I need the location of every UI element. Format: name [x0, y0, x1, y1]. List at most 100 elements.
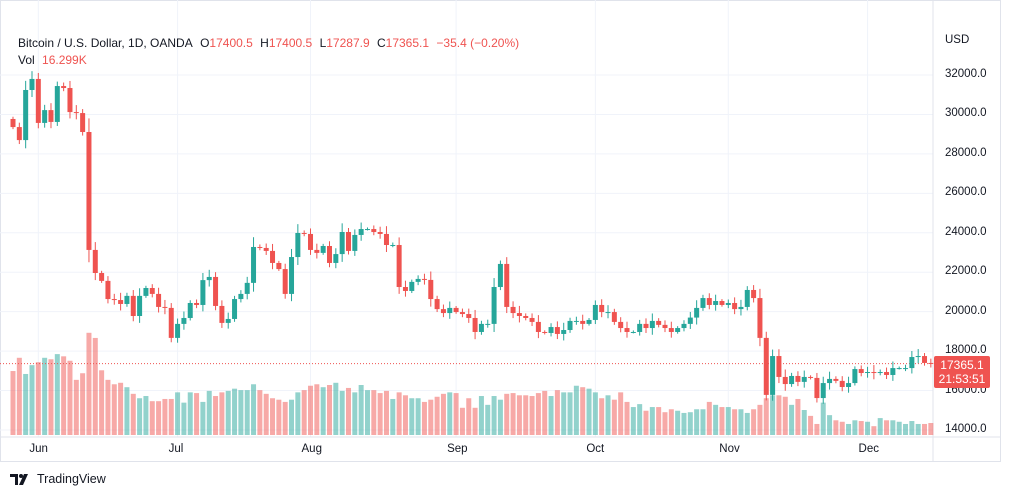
- y-tick-label: 18000.0: [945, 344, 987, 357]
- candle-body: [694, 307, 700, 318]
- volume-bar: [548, 396, 554, 435]
- candle-body: [738, 306, 744, 310]
- volume-bar: [251, 384, 257, 435]
- volume-bar: [327, 385, 332, 435]
- y-tick-label: 26000.0: [945, 186, 987, 199]
- x-tick-label: Nov: [719, 443, 740, 455]
- candle-body: [662, 324, 668, 329]
- volume-bar: [194, 393, 200, 435]
- candle-body: [884, 372, 890, 375]
- volume-bar: [377, 393, 383, 435]
- candle-body: [896, 368, 902, 370]
- candle-body: [149, 288, 155, 294]
- candle-body: [599, 304, 605, 313]
- volume-bar: [795, 398, 801, 435]
- volume-bar: [738, 409, 744, 435]
- candle-body: [852, 369, 858, 384]
- candle-body: [402, 287, 408, 291]
- volume-bar: [789, 404, 795, 435]
- candle-body: [542, 331, 548, 333]
- candle-body: [504, 263, 510, 307]
- candle-body: [732, 302, 738, 310]
- volume-bar: [896, 421, 902, 435]
- candle-body: [491, 287, 497, 324]
- volume-bar: [884, 420, 890, 435]
- volume-bar: [542, 390, 548, 435]
- candle-body: [554, 327, 560, 334]
- candle-body: [877, 372, 883, 374]
- candle-body: [789, 375, 795, 385]
- volume-bar: [453, 393, 459, 435]
- volume-bar: [118, 382, 124, 435]
- candle-body: [523, 316, 529, 318]
- tradingview-logo[interactable]: TradingView: [10, 472, 106, 486]
- candle-body: [909, 357, 915, 369]
- volume-bar: [383, 390, 389, 435]
- volume-bar: [637, 404, 643, 435]
- open-value: 17400.5: [209, 36, 253, 50]
- volume-bar: [447, 392, 453, 435]
- candle-body: [232, 299, 238, 319]
- volume-bar: [308, 385, 314, 435]
- candle-body: [466, 314, 472, 318]
- volume-bar: [168, 398, 174, 435]
- open-label: O: [200, 36, 210, 50]
- candle-body: [637, 323, 643, 332]
- candle-body: [73, 112, 79, 114]
- candle-body: [181, 317, 187, 324]
- candle-body: [301, 232, 307, 234]
- volume-bar: [782, 396, 788, 435]
- volume-bar: [858, 421, 864, 435]
- volume-bar: [706, 401, 712, 435]
- candle-body: [865, 372, 871, 374]
- candle-body: [573, 320, 579, 322]
- candle-body: [485, 323, 491, 325]
- volume-bar: [371, 390, 377, 435]
- candle-body: [289, 257, 295, 294]
- volume-bar: [156, 401, 162, 435]
- candle-body: [333, 254, 339, 263]
- y-tick-label: 22000.0: [945, 265, 987, 278]
- high-value: 17400.5: [268, 36, 313, 50]
- volume-bar: [535, 393, 541, 435]
- volume-bar: [206, 390, 212, 435]
- candle-body: [725, 302, 731, 305]
- candle-body: [61, 86, 67, 89]
- volume-bar: [485, 404, 491, 435]
- volume-bar: [358, 385, 364, 435]
- currency-label[interactable]: USD: [945, 34, 970, 46]
- volume-bar: [143, 396, 149, 435]
- candle-body: [561, 330, 567, 334]
- symbol-title[interactable]: Bitcoin / U.S. Dollar, 1D, OANDA: [18, 36, 193, 50]
- candle-body: [580, 320, 586, 324]
- candle-body: [54, 86, 60, 122]
- x-tick-label: Jul: [168, 443, 184, 455]
- volume-label[interactable]: Vol: [18, 53, 35, 67]
- candle-body: [99, 273, 105, 281]
- volume-bar: [434, 396, 440, 435]
- candle-body: [383, 233, 389, 246]
- volume-bar: [713, 404, 719, 435]
- candle-body: [213, 276, 219, 306]
- volume-bar: [187, 392, 193, 435]
- volume-bar: [364, 390, 370, 435]
- volume-bar: [776, 395, 782, 435]
- candlestick-chart[interactable]: [0, 0, 1001, 462]
- volume-bar: [662, 412, 668, 435]
- volume-bar: [92, 337, 98, 435]
- candle-body: [225, 318, 231, 323]
- close-label: C: [376, 36, 386, 50]
- volume-bar: [852, 420, 858, 435]
- volume-bar: [877, 418, 883, 435]
- volume-bar: [16, 357, 22, 435]
- candle-body: [187, 302, 193, 318]
- candle-body: [428, 279, 434, 300]
- y-tick-label: 14000.0: [945, 423, 987, 435]
- volume-row: Vol 16.299K: [18, 52, 523, 69]
- candle-body: [175, 323, 181, 338]
- volume-bar: [124, 387, 130, 435]
- candle-body: [440, 309, 446, 314]
- volume-bar: [213, 396, 219, 435]
- volume-bar: [314, 384, 320, 435]
- candle-body: [516, 313, 522, 317]
